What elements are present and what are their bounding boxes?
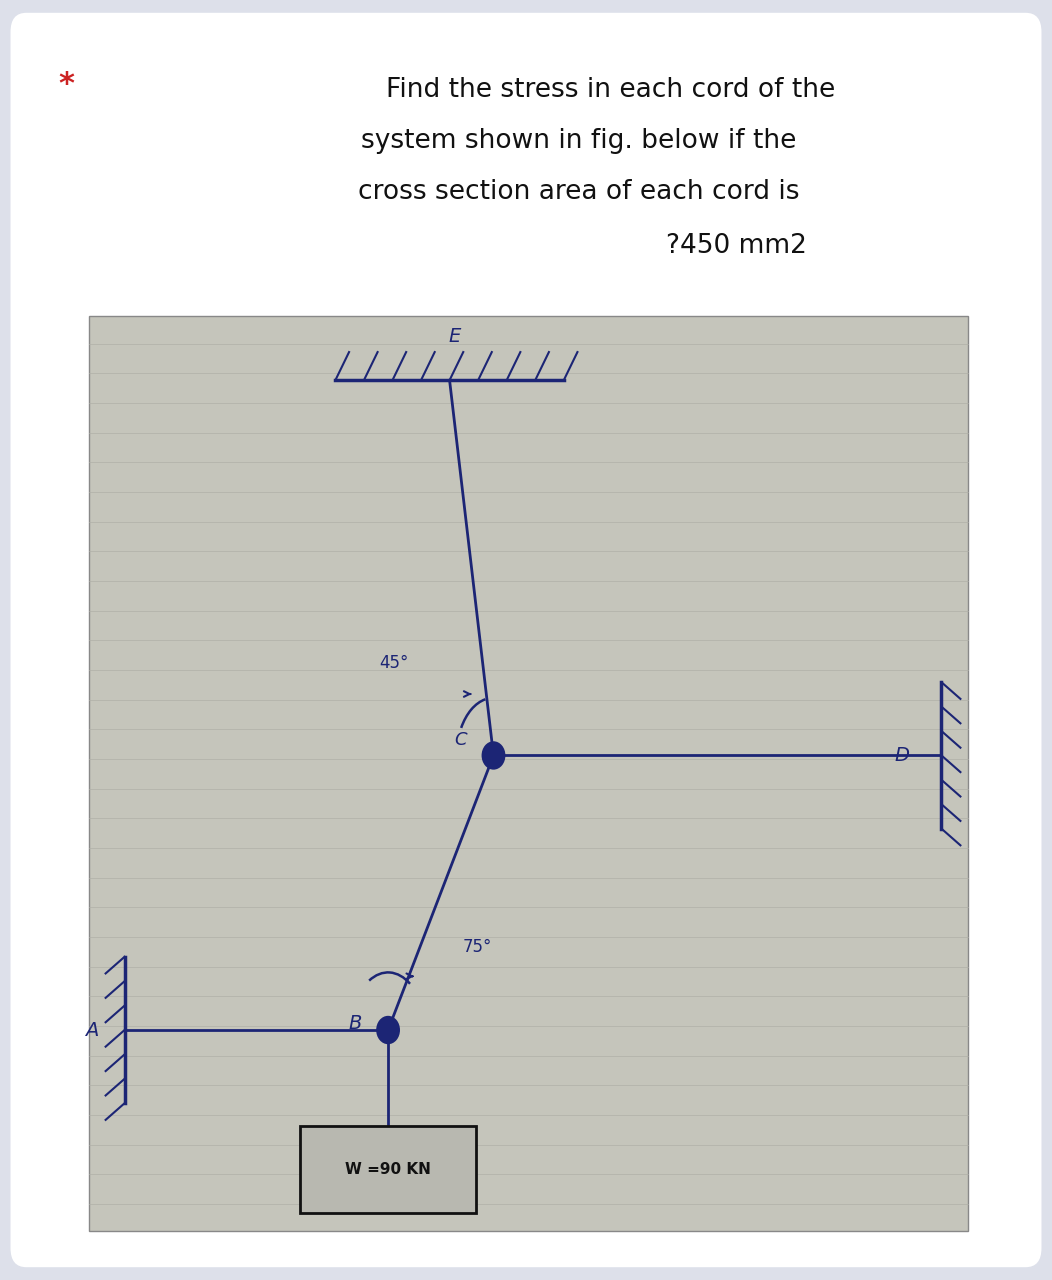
Text: C: C [454, 731, 467, 749]
Text: *: * [58, 70, 74, 100]
Text: A: A [85, 1020, 98, 1039]
Text: W =90 KN: W =90 KN [345, 1162, 431, 1178]
Text: Find the stress in each cord of the: Find the stress in each cord of the [385, 77, 835, 102]
Text: E: E [448, 326, 461, 346]
Text: D: D [895, 746, 910, 765]
Bar [89, 316, 968, 1231]
Text: 75°: 75° [463, 938, 492, 956]
Circle shape [483, 742, 504, 768]
Text: ?450 mm2: ?450 mm2 [666, 233, 807, 259]
FancyBboxPatch shape [11, 13, 1041, 1267]
Text: system shown in fig. below if the: system shown in fig. below if the [361, 128, 796, 154]
Text: B: B [348, 1014, 362, 1033]
Bar [300, 1126, 476, 1213]
Circle shape [378, 1018, 399, 1043]
Text: cross section area of each cord is: cross section area of each cord is [358, 179, 800, 205]
Text: 45°: 45° [379, 654, 408, 672]
